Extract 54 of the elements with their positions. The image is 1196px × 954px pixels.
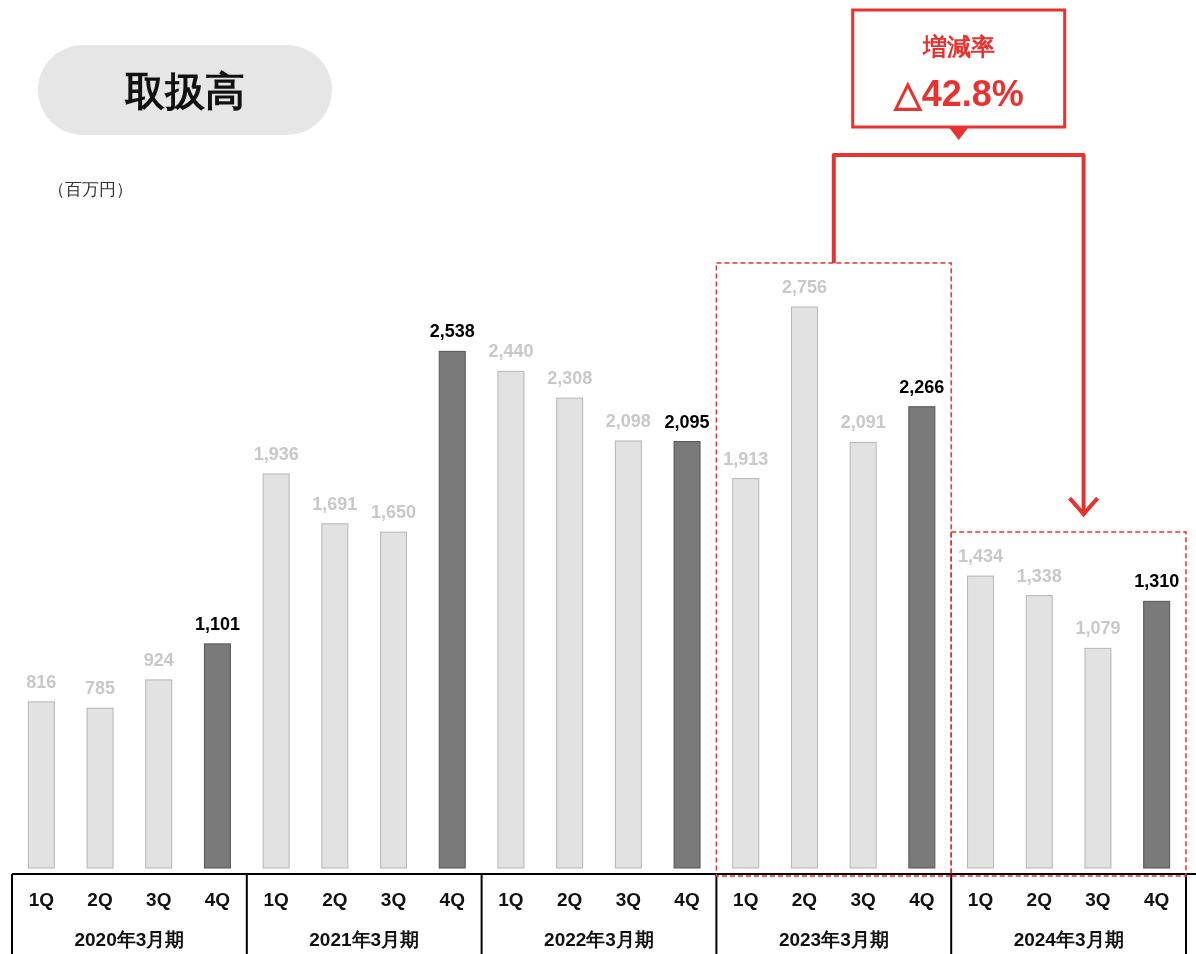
data-label: 2,538 xyxy=(429,321,475,342)
x-tick-label: 1Q xyxy=(498,889,524,910)
bar xyxy=(321,523,349,869)
bar xyxy=(438,350,466,869)
x-tick-label: 4Q xyxy=(204,889,231,910)
x-tick-label: 1Q xyxy=(733,889,759,910)
data-label: 2,266 xyxy=(899,376,945,397)
bar xyxy=(497,370,525,869)
text: 2022年3月期 xyxy=(544,929,654,950)
data-label: 1,101 xyxy=(194,613,240,634)
bar xyxy=(380,531,408,869)
x-tick-label: 3Q xyxy=(380,889,407,910)
bar xyxy=(614,440,642,869)
x-tick-label: 3Q xyxy=(1085,889,1111,910)
x-tick-label: 4Q xyxy=(439,889,465,910)
bar xyxy=(673,441,701,869)
x-tick-label: 1Q xyxy=(28,889,55,910)
x-tick-label: 2Q xyxy=(322,889,348,910)
x-tick-label: 3Q xyxy=(850,889,876,910)
x-tick-label: 1Q xyxy=(263,889,289,910)
text: △42.8% xyxy=(892,73,1024,114)
x-tick-label: 2Q xyxy=(87,889,113,910)
x-tick-label: 2Q xyxy=(1026,889,1052,910)
text: 増減率 xyxy=(921,33,995,60)
bar xyxy=(262,473,290,869)
data-label: 2,095 xyxy=(664,411,710,432)
bar xyxy=(1084,647,1112,869)
text: 2020年3月期 xyxy=(74,929,185,950)
x-tick-label: 3Q xyxy=(615,889,642,910)
bar xyxy=(86,707,114,869)
bar xyxy=(732,478,760,869)
x-tick-label: 3Q xyxy=(146,889,172,910)
chart-subtitle: （百万円） xyxy=(48,180,133,199)
bar xyxy=(849,441,877,869)
x-tick-label: 4Q xyxy=(1143,889,1170,910)
x-tick-label: 2Q xyxy=(791,889,818,910)
bar xyxy=(27,701,55,869)
x-tick-label: 1Q xyxy=(967,889,994,910)
bar xyxy=(145,679,173,869)
x-tick-label: 2Q xyxy=(556,889,583,910)
text: 2024年3月期 xyxy=(1013,929,1124,950)
bar xyxy=(1143,600,1171,869)
bar xyxy=(1025,595,1053,869)
bar xyxy=(908,406,936,869)
x-tick-label: 4Q xyxy=(674,889,700,910)
bar xyxy=(556,397,584,869)
data-label: 1,310 xyxy=(1134,571,1180,592)
bar xyxy=(790,306,818,869)
bar xyxy=(967,575,995,869)
bar xyxy=(203,643,231,869)
chart-title: 取扱高 xyxy=(124,69,245,113)
text: 2023年3月期 xyxy=(778,929,889,950)
x-tick-label: 4Q xyxy=(909,889,935,910)
text: 2021年3月期 xyxy=(309,929,420,950)
